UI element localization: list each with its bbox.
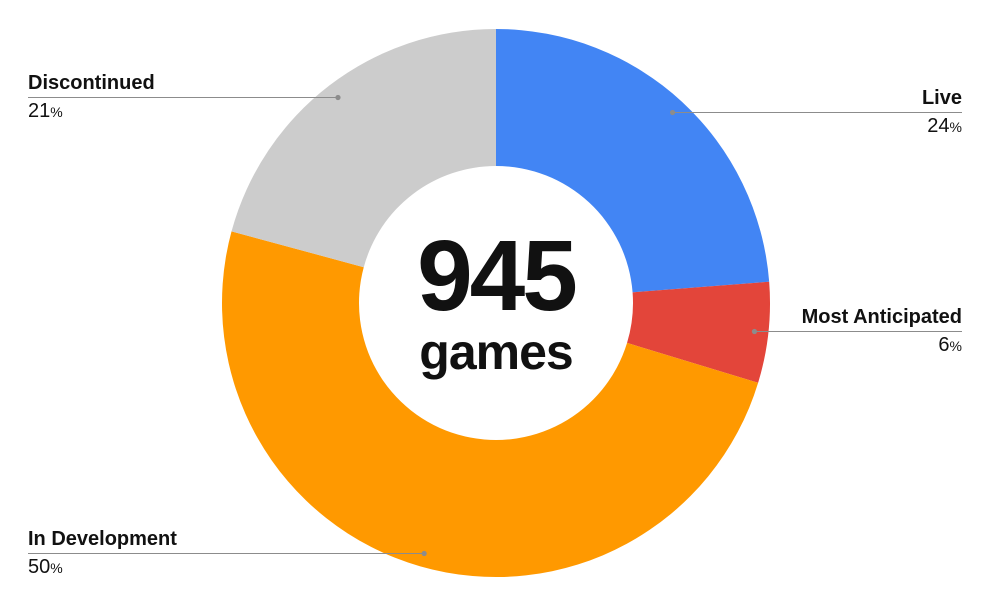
donut-segment-discontinued[interactable] — [231, 29, 496, 268]
leader-dot-in-development — [421, 550, 427, 557]
donut-segment-in-development[interactable] — [221, 231, 759, 578]
total-games-unit: games — [419, 324, 573, 380]
leader-dot-live — [669, 109, 676, 116]
leader-dot-discontinued — [335, 94, 341, 101]
total-games-count: 945 — [417, 220, 578, 332]
leader-dot-most-anticipated — [751, 328, 758, 335]
donut-segment-most-anticipated[interactable] — [627, 281, 770, 383]
donut-center-label: 945 games — [417, 220, 578, 380]
donut-segment-live[interactable] — [496, 29, 770, 293]
